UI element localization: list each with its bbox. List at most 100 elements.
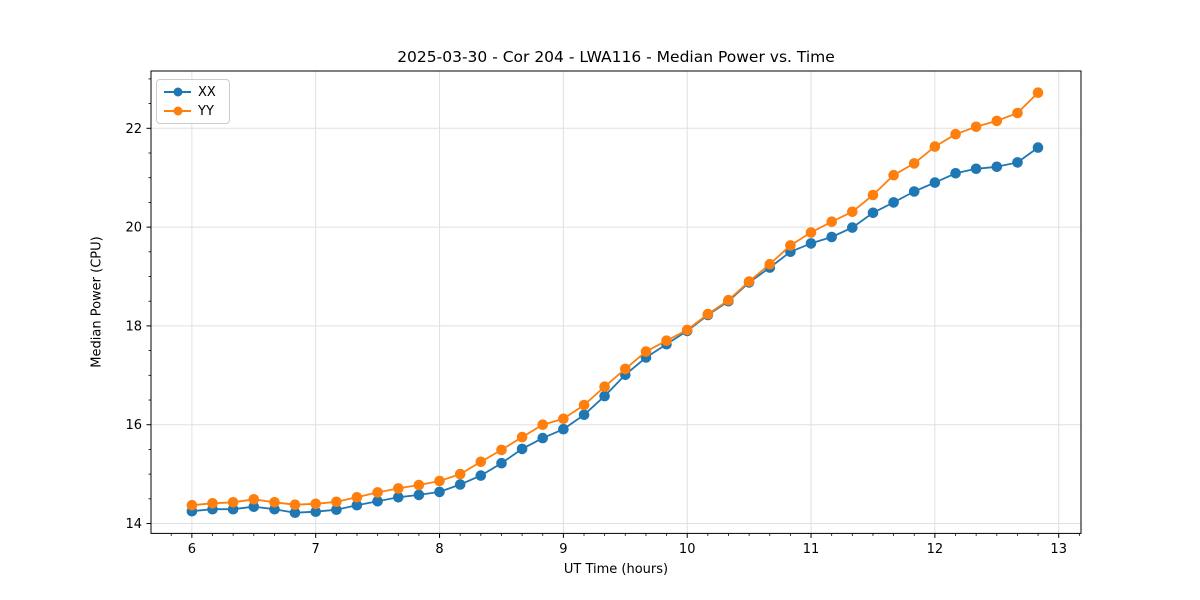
data-point-yy <box>351 492 363 503</box>
data-point-xx <box>248 501 260 512</box>
y-tick-label: 18 <box>125 319 142 334</box>
data-point-xx <box>475 470 487 481</box>
data-point-xx <box>991 161 1003 173</box>
legend-line-marker-xx <box>164 87 191 97</box>
legend-line-marker-yy <box>164 106 191 116</box>
data-point-yy <box>537 419 548 431</box>
data-point-yy <box>393 483 404 494</box>
data-point-yy <box>289 499 301 511</box>
chart-title: 2025-03-30 - Cor 204 - LWA116 - Median P… <box>397 48 835 66</box>
data-point-xx <box>908 186 920 197</box>
data-point-yy <box>454 468 466 480</box>
x-tick-label: 13 <box>1050 542 1067 557</box>
data-point-xx <box>578 409 590 421</box>
data-point-yy <box>743 276 755 287</box>
data-point-yy <box>826 216 837 227</box>
legend-item-xx: XX <box>164 83 223 101</box>
data-point-yy <box>413 479 425 491</box>
data-point-xx <box>372 496 383 507</box>
data-point-yy <box>805 227 817 238</box>
data-point-yy <box>661 335 672 347</box>
data-point-yy <box>764 258 776 270</box>
legend-label-xx: XX <box>198 84 216 100</box>
data-point-xx <box>516 443 528 455</box>
data-point-yy <box>331 496 342 508</box>
x-tick-label: 10 <box>679 542 696 557</box>
x-tick-label: 7 <box>312 542 320 557</box>
data-point-xx <box>454 479 466 490</box>
y-tick-label: 20 <box>125 221 142 236</box>
series-line-yy <box>191 92 1039 507</box>
data-point-yy <box>516 431 528 443</box>
data-point-yy <box>929 141 941 152</box>
data-point-xx <box>867 207 879 219</box>
data-point-yy <box>867 189 879 201</box>
data-point-yy <box>640 346 652 357</box>
data-point-xx <box>826 231 837 243</box>
data-point-yy <box>908 158 920 169</box>
legend: XX YY <box>156 79 230 124</box>
data-point-yy <box>227 497 239 508</box>
data-point-yy <box>970 121 982 133</box>
data-point-yy <box>888 169 899 181</box>
axes-frame <box>150 70 1082 534</box>
data-point-xx <box>393 492 404 503</box>
x-tick-label: 12 <box>927 542 944 557</box>
data-point-yy <box>620 363 631 375</box>
data-point-xx <box>413 489 425 501</box>
data-point-xx <box>970 163 982 175</box>
legend-dot-icon <box>173 106 182 116</box>
data-point-yy <box>950 128 961 140</box>
data-point-yy <box>702 308 714 320</box>
data-point-yy <box>991 115 1003 127</box>
legend-item-yy: YY <box>164 102 223 120</box>
data-point-yy <box>847 206 858 218</box>
data-point-yy <box>578 399 590 411</box>
data-point-yy <box>248 494 260 505</box>
data-point-yy <box>681 324 693 336</box>
data-point-yy <box>372 487 383 498</box>
data-point-yy <box>434 475 445 487</box>
x-tick-label: 9 <box>559 542 567 557</box>
x-tick-label: 6 <box>188 542 196 557</box>
data-point-xx <box>950 168 961 179</box>
data-point-xx <box>537 432 548 444</box>
data-point-yy <box>785 240 796 251</box>
data-point-yy <box>475 456 487 468</box>
data-point-yy <box>269 497 280 508</box>
data-point-xx <box>289 507 301 518</box>
x-axis-label: UT Time (hours) <box>563 562 669 577</box>
data-point-yy <box>207 498 218 509</box>
data-point-xx <box>847 222 858 233</box>
data-point-yy <box>310 498 322 510</box>
series-line-xx <box>191 146 1039 514</box>
data-point-xx <box>929 177 941 188</box>
data-point-yy <box>558 413 569 425</box>
data-point-yy <box>186 499 198 511</box>
y-axis-label: Median Power (CPU) <box>89 236 105 368</box>
data-point-yy <box>723 294 734 306</box>
data-point-xx <box>805 238 817 249</box>
data-point-xx <box>351 499 363 511</box>
data-point-xx <box>1012 157 1023 168</box>
data-point-xx <box>434 486 445 498</box>
data-point-xx <box>888 197 899 208</box>
legend-label-yy: YY <box>198 103 214 119</box>
x-tick-label: 8 <box>435 542 443 557</box>
data-point-xx <box>599 390 610 402</box>
data-point-yy <box>599 381 610 393</box>
y-tick-label: 16 <box>125 418 142 433</box>
data-point-xx <box>1032 142 1044 153</box>
data-point-xx <box>496 457 507 469</box>
y-tick-label: 14 <box>125 517 142 532</box>
data-point-xx <box>558 423 569 435</box>
data-point-yy <box>496 444 507 456</box>
data-point-yy <box>1032 87 1044 98</box>
x-tick-label: 11 <box>803 542 820 557</box>
data-point-xx <box>310 506 322 517</box>
legend-dot-icon <box>173 87 182 97</box>
y-tick-label: 22 <box>125 122 142 137</box>
data-point-xx <box>331 504 342 515</box>
